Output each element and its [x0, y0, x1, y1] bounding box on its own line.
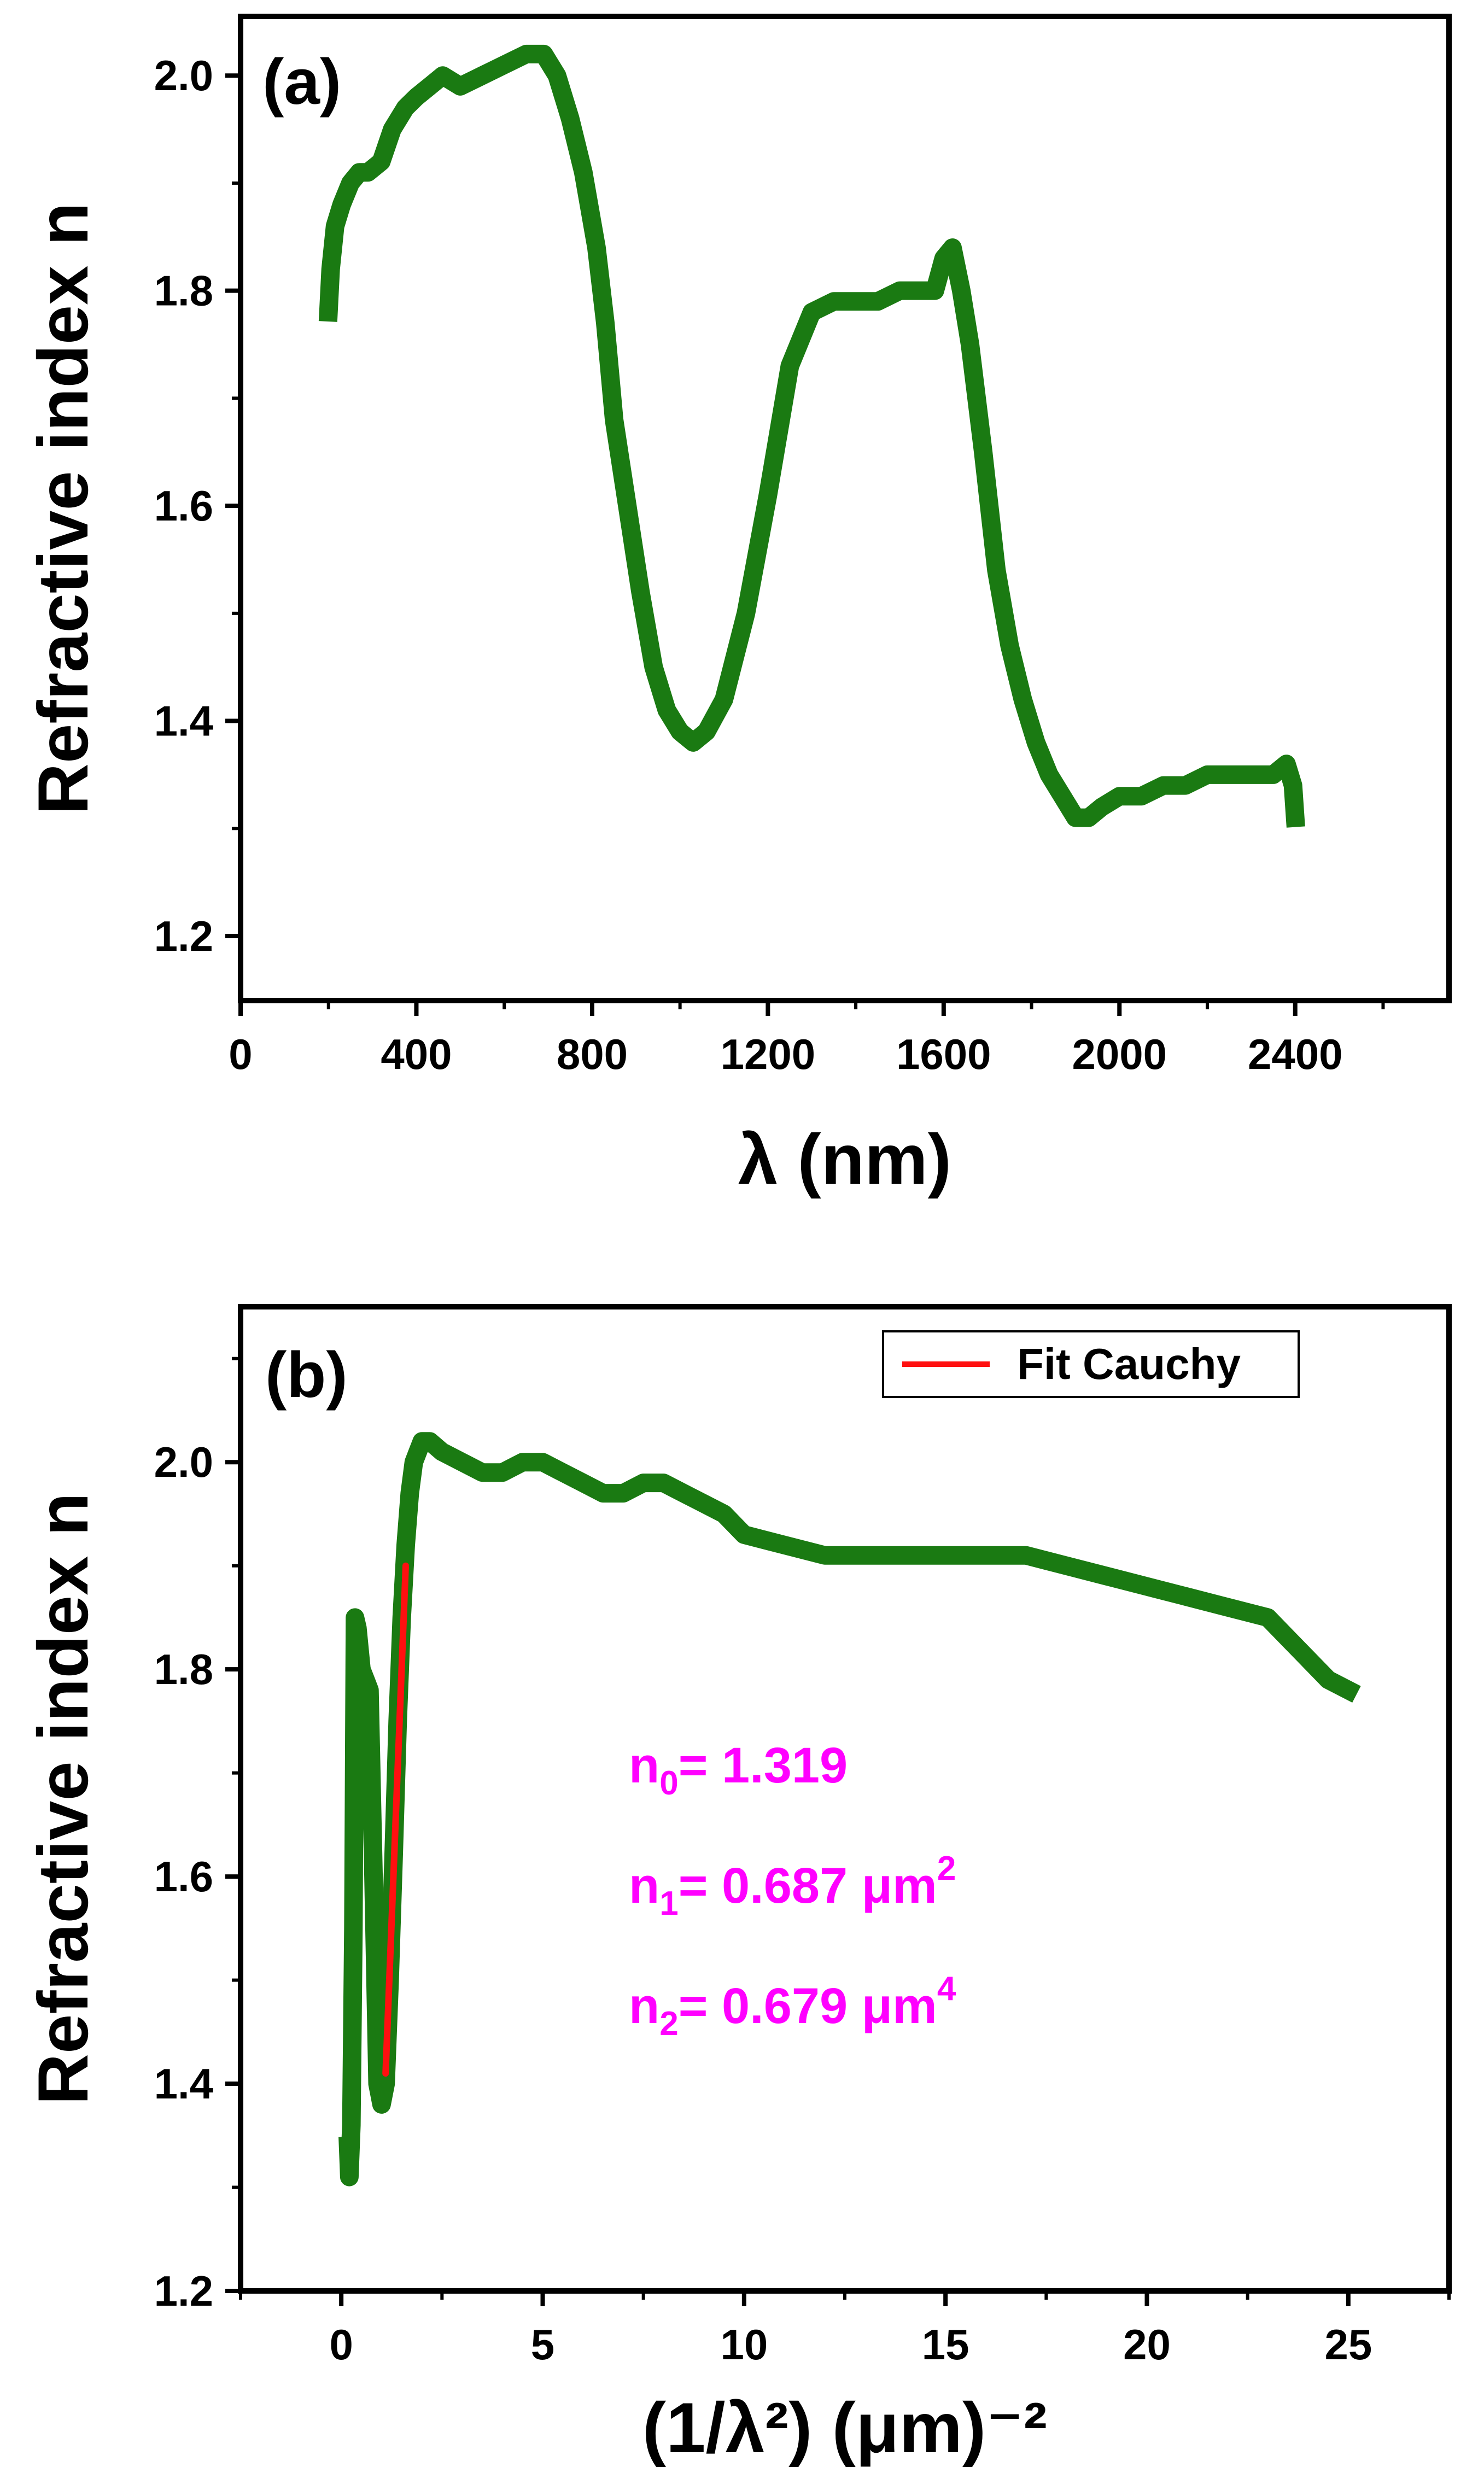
annotation-value: = 0.679 μm — [679, 1978, 937, 2034]
y-axis-ticks: 1.2 1.4 1.6 1.8 2.0 — [154, 1357, 241, 2315]
plot-frame — [238, 14, 1452, 1003]
y-tick-label: 1.4 — [154, 2060, 213, 2108]
annotation-value: = 0.687 μm — [679, 1858, 937, 1914]
annotation-n1: n1= 0.687 μm2 — [629, 1850, 956, 1922]
annotation-subscript: 2 — [659, 2005, 678, 2043]
x-tick-label: 400 — [381, 1030, 452, 1078]
annotation-n2: n2= 0.679 μm4 — [629, 1970, 956, 2043]
y-tick-label: 2.0 — [154, 1438, 213, 1486]
x-tick-label: 10 — [720, 2320, 768, 2369]
x-tick-label: 5 — [531, 2320, 554, 2369]
y-tick-label: 2.0 — [154, 51, 213, 100]
panel-label: (a) — [262, 46, 341, 118]
y-tick-label: 1.6 — [154, 1852, 213, 1901]
fit-cauchy-line — [382, 1562, 409, 2077]
x-tick-label: 15 — [922, 2320, 969, 2369]
y-tick-label: 1.2 — [154, 912, 213, 960]
x-tick-label: 0 — [229, 1030, 252, 1078]
x-tick-label: 1200 — [721, 1030, 816, 1078]
x-tick-label: 25 — [1324, 2320, 1372, 2369]
y-tick-label: 1.8 — [154, 1645, 213, 1693]
y-tick-label: 1.2 — [154, 2267, 213, 2315]
x-axis-ticks: 0 400 800 1200 1600 2000 2400 — [229, 1001, 1385, 1078]
chart-panel-b: 1.21.41.61.82.0 0 5 10 15 20 25 (b) Refractiv… — [23, 1304, 1452, 2468]
x-tick-label: 2400 — [1248, 1030, 1343, 1078]
x-axis-title: λ (nm) — [738, 1119, 951, 1199]
legend-box — [882, 1330, 1300, 1398]
legend: Fit Cauchy — [882, 1330, 1300, 1398]
x-axis-ticks: 0 5 10 15 20 25 — [239, 2291, 1451, 2369]
y-tick-label: 1.4 — [154, 697, 213, 745]
x-tick-label: 1600 — [896, 1030, 991, 1078]
legend-label: Fit Cauchy — [1017, 1340, 1241, 1388]
y-tick-label: 1.8 — [154, 267, 213, 315]
x-tick-label: 800 — [557, 1030, 628, 1078]
annotation-subscript: 1 — [659, 1885, 678, 1922]
x-tick-label: 2000 — [1072, 1030, 1167, 1078]
annotation-symbol: n — [629, 1738, 659, 1793]
data-series-line — [318, 44, 1305, 828]
annotation-subscript: 0 — [659, 1764, 678, 1802]
annotation-superscript: 4 — [937, 1970, 956, 2008]
annotation-superscript: 2 — [937, 1850, 956, 1887]
data-series-line — [338, 1432, 1361, 2186]
annotation-symbol: n — [629, 1858, 659, 1914]
y-tick-label: 1.6 — [154, 482, 213, 530]
chart-panel-a: 1.21.41.61.82.0 0 400 800 1200 1600 2000 2400 … — [23, 14, 1452, 1199]
panel-label: (b) — [265, 1339, 348, 1411]
annotation-symbol: n — [629, 1978, 659, 2034]
y-axis-title: Refractive index n — [23, 202, 103, 815]
annotation-value: = 1.319 — [679, 1738, 848, 1793]
annotation-n0: n0= 1.319 — [629, 1738, 848, 1802]
x-tick-label: 0 — [329, 2320, 353, 2369]
x-axis-title: (1/λ²) (μm)⁻² — [642, 2388, 1047, 2468]
x-tick-label: 20 — [1123, 2320, 1171, 2369]
y-axis-ticks: 1.2 1.4 1.6 1.8 2.0 — [154, 51, 241, 960]
y-axis-title: Refractive index n — [23, 1493, 103, 2105]
